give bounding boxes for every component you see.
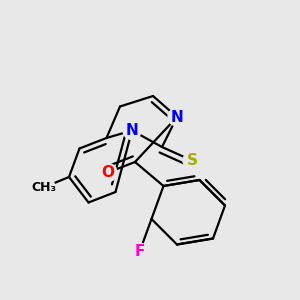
Text: N: N: [171, 110, 183, 124]
Circle shape: [99, 164, 117, 181]
Circle shape: [32, 176, 55, 199]
Circle shape: [123, 122, 141, 140]
Circle shape: [130, 243, 148, 261]
Text: N: N: [126, 123, 138, 138]
Text: S: S: [187, 153, 197, 168]
Circle shape: [168, 108, 186, 126]
Text: CH₃: CH₃: [31, 181, 56, 194]
Text: F: F: [134, 244, 145, 260]
Circle shape: [183, 152, 201, 169]
Text: O: O: [101, 165, 115, 180]
